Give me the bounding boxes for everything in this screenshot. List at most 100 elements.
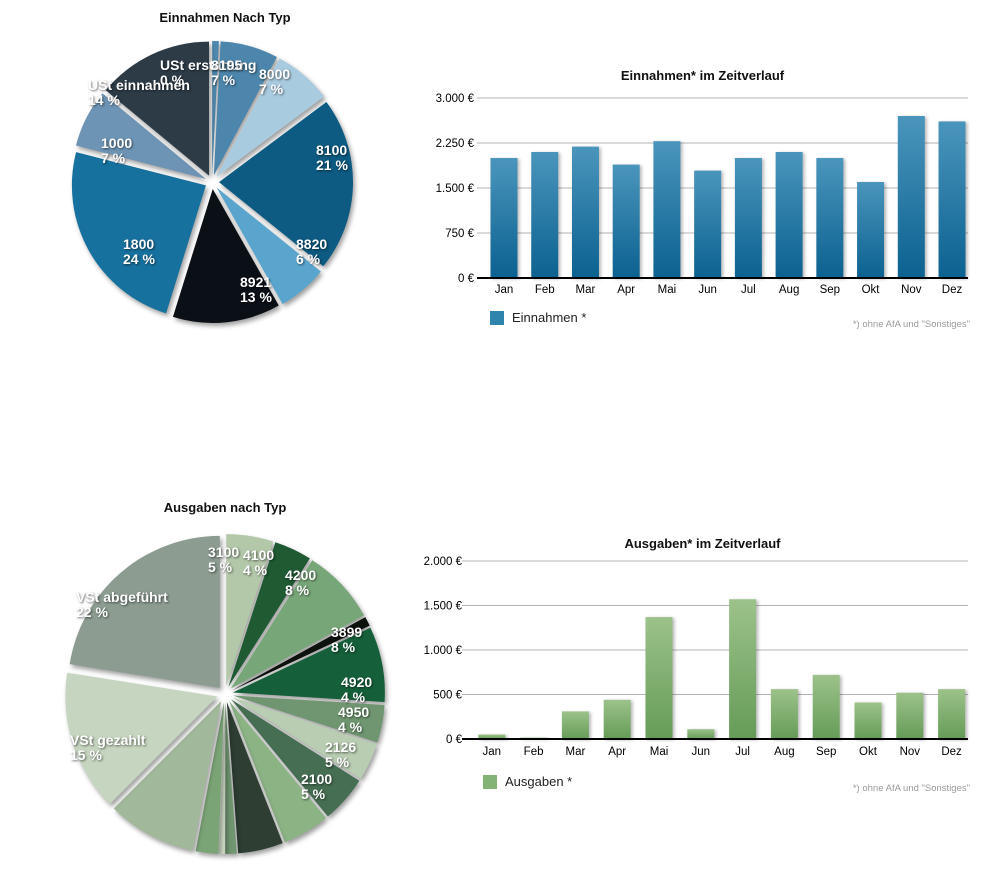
pie-slice-8195 [213, 41, 277, 176]
pie-slice-label: 4920 [341, 674, 372, 690]
pie-slice-label: 8100 [316, 142, 347, 158]
bar-mai [645, 617, 673, 739]
pie-slice-pct: 0 % [160, 72, 185, 88]
bar-mar [571, 146, 599, 278]
pie-slice-label: 1800 [123, 236, 154, 252]
bar-sep [812, 674, 840, 739]
pie-slice-segment [226, 701, 283, 854]
y-tick-label: 1.500 € [436, 183, 475, 195]
pie-slice-8100 [219, 102, 353, 267]
pie-slice-pct: 4 % [243, 562, 268, 578]
x-tick-label: Apr [608, 746, 626, 758]
pie-slice-label: USt einnahmen [88, 77, 190, 93]
pie-slice-label: 3899 [331, 624, 362, 640]
bar-ausgaben-title: Ausgaben* im Zeitverlauf [624, 536, 781, 551]
pie-slice-pct: 6 % [296, 251, 321, 267]
pie-slice-pct: 7 % [211, 72, 236, 88]
x-tick-label: Sep [816, 746, 836, 758]
bar-jul [734, 158, 762, 278]
x-tick-label: Okt [859, 746, 878, 758]
footnote-ausgaben: *) ohne AfA und "Sonstiges" [852, 783, 970, 794]
bar-apr [603, 699, 631, 739]
pie-slice-4100 [228, 542, 310, 687]
y-tick-label: 0 € [458, 273, 475, 285]
pie-slice-label: 3100 [208, 544, 239, 560]
pie-slice-ust-erstattung [212, 41, 219, 175]
x-tick-label: Nov [901, 284, 922, 296]
bar-okt [857, 182, 885, 278]
pie-slice-4950 [232, 697, 377, 779]
pie-slice-pct: 8 % [285, 582, 310, 598]
pie-slice-label: 2126 [325, 739, 356, 755]
x-tick-label: Dez [941, 746, 962, 758]
x-tick-label: Mar [576, 284, 596, 296]
y-tick-label: 0 € [446, 734, 463, 746]
bar-feb [531, 152, 559, 278]
bar-jan [478, 734, 506, 739]
pie-slice-pct: 7 % [101, 150, 126, 166]
pie-slice-segment [232, 617, 370, 691]
x-tick-label: Nov [900, 746, 921, 758]
bar-sep [816, 158, 844, 278]
pie-slice-4920 [232, 695, 385, 743]
pie-slice-label: 8195 [211, 57, 242, 73]
x-tick-label: Jul [741, 284, 756, 296]
bar-aug [775, 152, 803, 278]
legend-swatch-ausgaben [483, 774, 497, 789]
x-tick-label: Jan [483, 746, 502, 758]
pie-slice-8000 [216, 58, 324, 177]
x-tick-label: Jun [698, 284, 717, 296]
pie-slice-pct: 5 % [301, 786, 326, 802]
bar-einnahmen-title: Einnahmen* im Zeitverlauf [620, 68, 785, 83]
legend-label-einnahmen: Einnahmen * [512, 310, 587, 325]
bar-jun [687, 729, 715, 739]
bar-einnahmen-chart: 3.000 € 2.250 € 1.500 € 750 € 0 € Jan Feb Mar Ap… [436, 93, 968, 296]
x-tick-label: Feb [535, 284, 555, 296]
x-tick-label: Jul [735, 746, 750, 758]
pie-slice-vst-gezahlt [65, 672, 218, 804]
bar-mai [653, 141, 681, 278]
pie-slice-pct: 22 % [76, 604, 108, 620]
pie-slice-segment [219, 702, 225, 854]
pie-slice-pct: 24 % [123, 251, 155, 267]
pie-slice-3899 [232, 627, 385, 703]
x-tick-label: Jun [692, 746, 711, 758]
pie-slice-label: 1000 [101, 135, 132, 151]
pie-slice-pct: 4 % [338, 719, 363, 735]
bar-jun [694, 170, 722, 278]
x-tick-label: Mar [565, 746, 585, 758]
pie-slice-pct: 13 % [240, 289, 272, 305]
pie-slice-1800 [71, 152, 206, 314]
pie-slice-pct: 4 % [341, 689, 366, 705]
legend-swatch-einnahmen [490, 310, 504, 325]
pie-slice-pct: 21 % [316, 157, 348, 173]
bar-ausgaben-chart: 2.000 € 1.500 € 1.000 € 500 € 0 € Jan Feb Mar Ap… [424, 556, 968, 758]
x-tick-label: Aug [779, 284, 799, 296]
bar-apr [612, 164, 640, 278]
y-tick-label: 1.000 € [424, 645, 463, 657]
x-tick-label: Sep [820, 284, 840, 296]
pie-slice-pct: 14 % [88, 92, 120, 108]
pie-slice-label: 8921 [240, 274, 271, 290]
x-tick-label: Mai [658, 284, 677, 296]
y-tick-label: 750 € [445, 228, 474, 240]
bar-nov [897, 116, 925, 278]
x-tick-label: Jan [495, 284, 514, 296]
y-tick-label: 1.500 € [424, 601, 463, 613]
pie-slice-label: VSt abgeführt [76, 589, 168, 605]
pie-slice-8921 [172, 188, 279, 323]
x-tick-label: Apr [617, 284, 635, 296]
x-tick-label: Okt [862, 284, 881, 296]
y-tick-label: 2.250 € [436, 138, 475, 150]
pie-slice-4200 [230, 560, 365, 689]
bar-aug [770, 689, 798, 739]
bar-ausgaben-legend: Ausgaben * [483, 774, 572, 789]
pie-slice-2126 [231, 699, 360, 817]
pie-slice-ust-einnahmen [105, 41, 210, 176]
bar-nov [896, 692, 924, 739]
pie-slice-vst-abgef-hrt [69, 535, 220, 688]
pie-slice-3100 [226, 534, 274, 687]
pie-slice-label: VSt gezahlt [70, 732, 146, 748]
